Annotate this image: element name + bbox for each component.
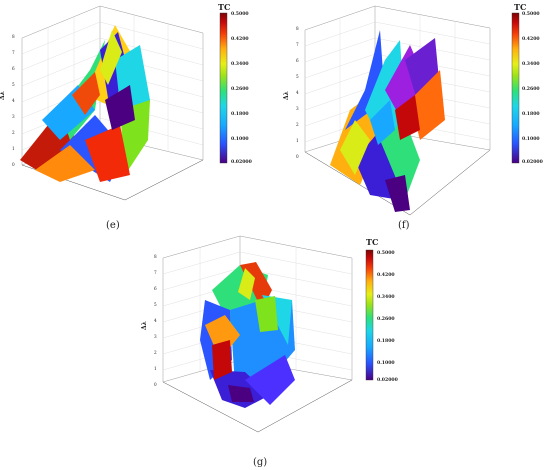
surface-e <box>20 25 150 182</box>
colorbar-gradient <box>511 12 520 164</box>
z-tick-label: 6 <box>154 286 157 291</box>
z-tick-label: 1 <box>154 366 157 371</box>
z-tick-label: 0 <box>154 382 157 387</box>
colorbar-tick-label: 0.02000 <box>231 159 252 165</box>
z-tick-label: 4 <box>12 98 15 103</box>
colorbar-tick-label: 0.5000 <box>522 11 540 17</box>
z-axis-e: 0 1 2 3 4 5 6 7 8 Δλ <box>0 34 15 167</box>
z-tick-label: 4 <box>296 90 299 95</box>
z-tick-label: 8 <box>154 254 157 259</box>
colorbar-title: TC <box>514 2 526 12</box>
z-tick-label: 8 <box>12 34 15 39</box>
chart-panel-f: 0 1 2 3 4 5 6 7 8 Δλ TC 0.5000 0.4200 0.… <box>283 2 543 231</box>
colorbar-tick-label: 0.3400 <box>377 294 395 300</box>
colorbar-tick-label: 0.02000 <box>377 377 398 383</box>
colorbar-tick-label: 0.5000 <box>231 11 249 17</box>
surface-g <box>200 262 295 408</box>
chart-panel-e: 0 1 2 3 4 5 6 7 8 Δλ TC 0.5000 0.4200 0.… <box>0 2 252 231</box>
z-tick-label: 2 <box>296 122 299 127</box>
z-tick-label: 6 <box>12 66 15 71</box>
colorbar-g: TC 0.5000 0.4200 0.3400 0.2600 0.1800 0.… <box>365 237 398 383</box>
colorbar-tick-label: 0.1800 <box>377 338 395 344</box>
z-tick-label: 2 <box>154 350 157 355</box>
z-tick-label: 0 <box>296 154 299 159</box>
z-tick-label: 5 <box>12 82 15 87</box>
z-tick-label: 1 <box>296 138 299 143</box>
colorbar-tick-label: 0.3400 <box>522 61 540 67</box>
z-tick-label: 1 <box>12 146 15 151</box>
panel-label-f: (f) <box>398 220 410 231</box>
colorbar-tick-label: 0.3400 <box>231 61 249 67</box>
colorbar-tick-label: 0.4200 <box>377 272 395 278</box>
colorbar-tick-label: 0.4200 <box>522 36 540 42</box>
z-tick-label: 7 <box>154 270 157 275</box>
z-tick-label: 7 <box>296 42 299 47</box>
z-tick-label: 2 <box>12 130 15 135</box>
colorbar-gradient <box>365 249 374 381</box>
z-tick-label: 8 <box>296 26 299 31</box>
colorbar-tick-label: 0.2600 <box>522 86 540 92</box>
colorbar-tick-label: 0.1800 <box>231 111 249 117</box>
z-tick-label: 3 <box>12 114 15 119</box>
colorbar-tick-label: 0.1000 <box>231 136 249 142</box>
colorbar-tick-label: 0.1000 <box>377 360 395 366</box>
colorbar-tick-label: 0.4200 <box>231 36 249 42</box>
colorbar-tick-label: 0.2600 <box>231 86 249 92</box>
z-tick-label: 3 <box>296 106 299 111</box>
z-axis-f: 0 1 2 3 4 5 6 7 8 Δλ <box>283 26 299 159</box>
z-axis-label: Δλ <box>0 91 6 100</box>
z-axis-label: Δλ <box>283 91 290 100</box>
z-axis-g: 0 1 2 3 4 5 6 7 8 Δλ <box>141 254 157 387</box>
surface-f <box>330 30 445 212</box>
z-tick-label: 7 <box>12 50 15 55</box>
z-tick-label: 0 <box>12 162 15 167</box>
colorbar-f: TC 0.5000 0.4200 0.3400 0.2600 0.1800 0.… <box>511 2 543 165</box>
z-tick-label: 5 <box>296 74 299 79</box>
colorbar-title: TC <box>218 2 230 12</box>
chart-panel-g: 0 1 2 3 4 5 6 7 8 Δλ TC 0.5000 0.4200 0.… <box>141 235 398 468</box>
z-tick-label: 4 <box>154 318 157 323</box>
colorbar-e: TC 0.5000 0.4200 0.3400 0.2600 0.1800 0.… <box>218 2 252 165</box>
z-tick-label: 3 <box>154 334 157 339</box>
z-tick-label: 5 <box>154 302 157 307</box>
panel-label-g: (g) <box>253 457 267 468</box>
colorbar-tick-label: 0.2600 <box>377 316 395 322</box>
z-axis-label: Δλ <box>141 321 148 330</box>
z-tick-label: 6 <box>296 58 299 63</box>
colorbar-tick-label: 0.1000 <box>522 136 540 142</box>
colorbar-tick-label: 0.02000 <box>522 159 543 165</box>
colorbar-tick-label: 0.5000 <box>377 250 395 256</box>
colorbar-gradient <box>219 12 228 164</box>
panel-label-e: (e) <box>106 220 120 231</box>
colorbar-title: TC <box>366 237 378 247</box>
colorbar-tick-label: 0.1800 <box>522 111 540 117</box>
